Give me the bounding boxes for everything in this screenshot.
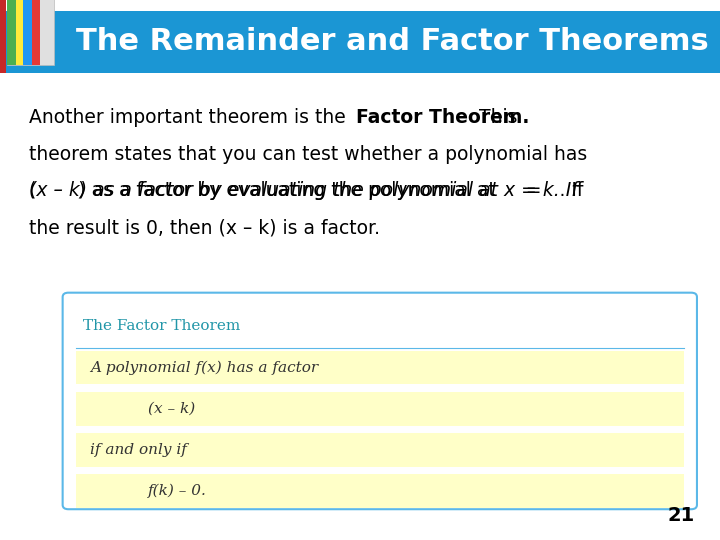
FancyBboxPatch shape <box>0 0 6 73</box>
FancyBboxPatch shape <box>63 293 697 509</box>
FancyBboxPatch shape <box>76 433 684 467</box>
Text: The Factor Theorem: The Factor Theorem <box>83 319 240 333</box>
Text: (       ) as a factor by evaluating the polynomial at     =   . If: ( ) as a factor by evaluating the polyno… <box>29 181 583 200</box>
FancyBboxPatch shape <box>0 11 720 73</box>
Text: (x – k): (x – k) <box>148 402 195 416</box>
FancyBboxPatch shape <box>76 351 684 384</box>
FancyBboxPatch shape <box>32 0 40 65</box>
FancyBboxPatch shape <box>76 392 684 426</box>
Text: A polynomial f(x) has a factor: A polynomial f(x) has a factor <box>90 361 318 375</box>
Text: (x – k) as a factor by evaluating the polynomial at x = k. If: (x – k) as a factor by evaluating the po… <box>29 181 577 200</box>
Text: This: This <box>473 108 518 127</box>
FancyBboxPatch shape <box>76 475 684 508</box>
FancyBboxPatch shape <box>7 0 54 65</box>
FancyBboxPatch shape <box>7 0 16 65</box>
Text: The Remainder and Factor Theorems: The Remainder and Factor Theorems <box>76 28 708 56</box>
FancyBboxPatch shape <box>16 0 23 65</box>
Text: if and only if: if and only if <box>90 443 187 457</box>
Text: Factor Theorem.: Factor Theorem. <box>356 108 530 127</box>
FancyBboxPatch shape <box>23 0 32 65</box>
Text: 21: 21 <box>667 506 695 525</box>
Text: f(k) – 0.: f(k) – 0. <box>148 484 207 498</box>
Text: the result is 0, then (x – k) is a factor.: the result is 0, then (x – k) is a facto… <box>29 218 380 237</box>
Text: theorem states that you can test whether a polynomial has: theorem states that you can test whether… <box>29 145 587 164</box>
Text: Another important theorem is the: Another important theorem is the <box>29 108 351 127</box>
